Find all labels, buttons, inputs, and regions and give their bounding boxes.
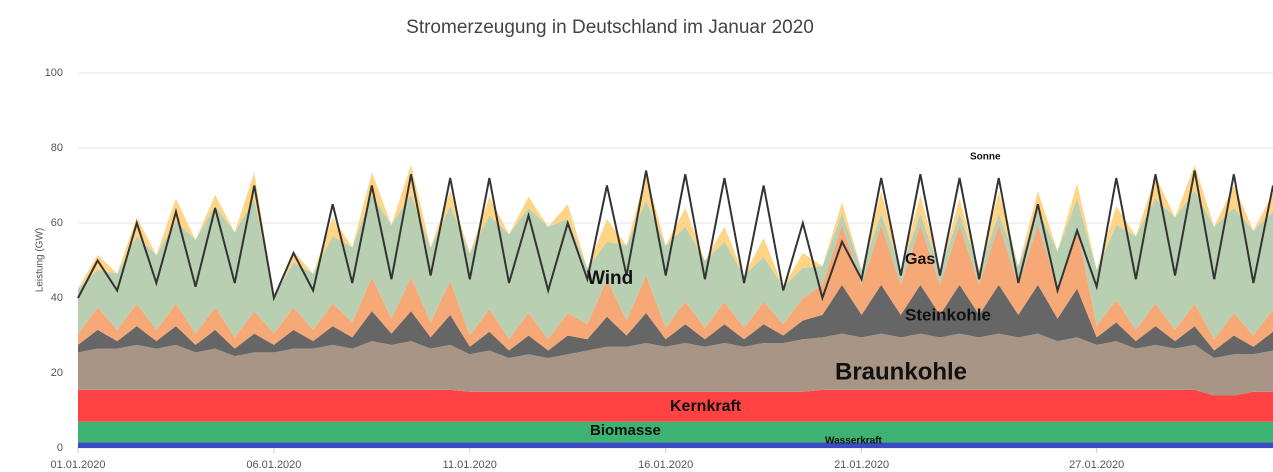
series-label: Steinkohle (905, 305, 991, 324)
series-label: Biomasse (590, 422, 661, 439)
area (78, 284, 1273, 358)
x-tick-label: 11.01.2020 (443, 459, 497, 471)
y-tick-label: 40 (51, 292, 63, 304)
x-tick-label: 01.01.2020 (50, 459, 105, 471)
load-line (77, 170, 1273, 302)
x-tick-label: 27.01.2020 (1069, 459, 1124, 471)
y-tick-label: 0 (57, 442, 63, 454)
area (78, 421, 1273, 443)
chart-title: Stromerzeugung in Deutschland im Januar … (406, 17, 814, 38)
y-tick-label: 80 (51, 142, 63, 154)
area (78, 389, 1273, 422)
series-label: Gas (905, 251, 935, 268)
area (78, 333, 1273, 396)
area (78, 442, 1273, 448)
series-label: Wasserkraft (825, 436, 883, 447)
x-tick-label: 21.01.2020 (834, 459, 889, 471)
area (78, 164, 1273, 297)
y-tick-label: 100 (45, 67, 63, 79)
area (78, 191, 1273, 340)
y-axis-title: Leistung (GW) (35, 228, 46, 292)
y-tick-label: 20 (51, 367, 63, 379)
y-tick-label: 60 (51, 217, 63, 229)
x-tick-label: 16.01.2020 (638, 459, 693, 471)
series-label: Kernkraft (670, 398, 742, 415)
series-label: Wind (587, 268, 633, 289)
x-tick-label: 06.01.2020 (246, 459, 301, 471)
series-label: Braunkohle (835, 358, 967, 385)
area (78, 224, 1273, 351)
series-label: Sonne (970, 152, 1001, 163)
